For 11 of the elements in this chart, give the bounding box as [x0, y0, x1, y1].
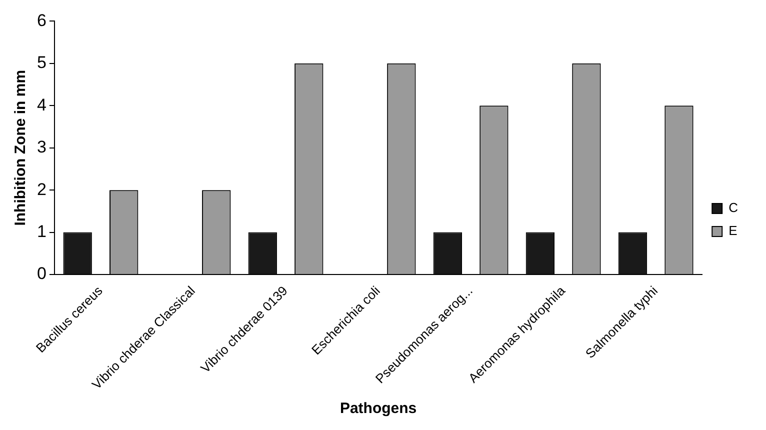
y-tick-label: 5	[36, 53, 46, 72]
legend-label: E	[728, 223, 738, 238]
y-tick-label: 4	[36, 95, 46, 114]
y-tick-label: 1	[36, 222, 46, 241]
legend-label: C	[728, 200, 738, 216]
y-tick-label: 6	[36, 10, 46, 30]
y-tick-label: 3	[36, 138, 46, 157]
y-tick-label: 2	[36, 180, 46, 199]
x-axis-title: Pathogens	[340, 400, 417, 418]
y-tick-label: 0	[36, 264, 46, 284]
y-axis-title: Inhibition Zone in mm	[12, 70, 30, 226]
